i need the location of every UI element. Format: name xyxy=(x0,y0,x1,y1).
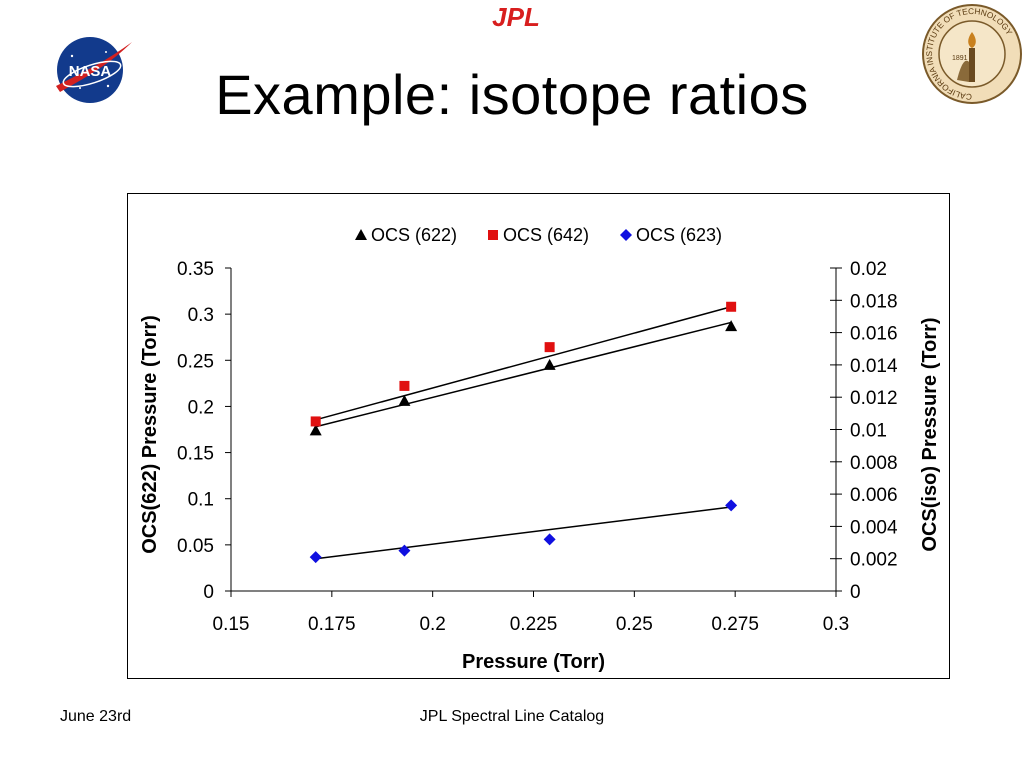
jpl-logo: JPL xyxy=(492,4,540,30)
x-tick-label: 0.3 xyxy=(823,614,849,635)
legend-marker-2 xyxy=(620,229,632,241)
trendlines-group xyxy=(315,306,732,560)
point-series-2 xyxy=(725,499,738,512)
y-right-tick-label: 0.016 xyxy=(850,324,898,345)
y-left-tick-label: 0.15 xyxy=(177,444,214,465)
y-right-tick-label: 0.014 xyxy=(850,356,898,377)
point-series-1 xyxy=(310,416,321,427)
point-series-1 xyxy=(544,342,555,353)
y-left-tick-label: 0.2 xyxy=(188,397,214,418)
point-series-0 xyxy=(398,394,411,406)
trendline-series-0 xyxy=(315,321,732,428)
point-series-0 xyxy=(309,424,322,436)
x-tick-label: 0.225 xyxy=(510,614,558,635)
nasa-logo: NASA xyxy=(56,37,132,103)
nasa-logo-text: NASA xyxy=(69,63,112,80)
chart-frame: 0.15 0.175 0.2 0.225 0.25 0.275 0.3 0 0.05 0.1 0.1… xyxy=(127,193,950,679)
trendline-series-1 xyxy=(315,306,732,421)
point-series-1 xyxy=(399,380,410,391)
legend-marker-1 xyxy=(488,230,498,240)
isotope-ratio-chart: 0.15 0.175 0.2 0.225 0.25 0.275 0.300.050.10.1… xyxy=(139,225,941,673)
caltech-seal-year: 1891 xyxy=(952,55,968,62)
legend-label-2: OCS (623) xyxy=(636,225,722,245)
x-tick-label: 0.275 xyxy=(711,614,759,635)
x-tick-label: 0.25 xyxy=(616,614,653,635)
y-left-tick-label: 0.3 xyxy=(188,305,214,326)
point-series-2 xyxy=(398,544,411,557)
y-right-tick-label: 0.002 xyxy=(850,550,898,571)
point-series-0 xyxy=(543,358,556,370)
y-right-tick-label: 0.02 xyxy=(850,259,887,280)
y-left-tick-label: 0 xyxy=(203,582,214,603)
trendline-series-2 xyxy=(315,506,732,560)
legend-label-0: OCS (622) xyxy=(371,225,457,245)
y-axis-label-right: OCS(iso) Pressure (Torr) xyxy=(919,317,941,551)
caltech-seal: CALIFORNIA INSTITUTE OF TECHNOLOGY 1891 xyxy=(922,4,1022,104)
jpl-logo-text: JPL xyxy=(492,4,540,30)
x-tick-label: 0.15 xyxy=(213,614,250,635)
y-right-tick-label: 0 xyxy=(850,582,861,603)
y-left-tick-label: 0.05 xyxy=(177,536,214,557)
legend-marker-0 xyxy=(355,229,367,240)
y-right-tick-label: 0.006 xyxy=(850,485,898,506)
y-left-tick-label: 0.25 xyxy=(177,351,214,372)
legend-label-1: OCS (642) xyxy=(503,225,589,245)
y-right-tick-label: 0.004 xyxy=(850,517,898,538)
x-tick-label: 0.2 xyxy=(419,614,445,635)
x-tick-label: 0.175 xyxy=(308,614,356,635)
point-series-2 xyxy=(543,533,556,546)
markers-group xyxy=(309,301,738,564)
y-right-tick-label: 0.01 xyxy=(850,421,887,442)
y-right-tick-label: 0.018 xyxy=(850,291,898,312)
x-axis-label: Pressure (Torr) xyxy=(462,651,605,673)
footer-title: JPL Spectral Line Catalog xyxy=(419,708,605,725)
point-series-0 xyxy=(725,320,738,332)
point-series-1 xyxy=(726,301,737,312)
legend: OCS (622) OCS (642) OCS (623) xyxy=(355,225,722,245)
point-series-2 xyxy=(309,551,322,564)
slide-title: Example: isotope ratios xyxy=(215,63,809,126)
axes-group: 0.15 0.175 0.2 0.225 0.25 0.275 0.300.050.10.1… xyxy=(177,259,898,635)
y-right-tick-label: 0.008 xyxy=(850,453,898,474)
y-right-tick-label: 0.012 xyxy=(850,388,898,409)
footer-date: June 23rd xyxy=(60,708,132,725)
y-axis-label-left: OCS(622) Pressure (Torr) xyxy=(139,315,161,554)
y-left-tick-label: 0.1 xyxy=(188,490,214,511)
y-left-tick-label: 0.35 xyxy=(177,259,214,280)
